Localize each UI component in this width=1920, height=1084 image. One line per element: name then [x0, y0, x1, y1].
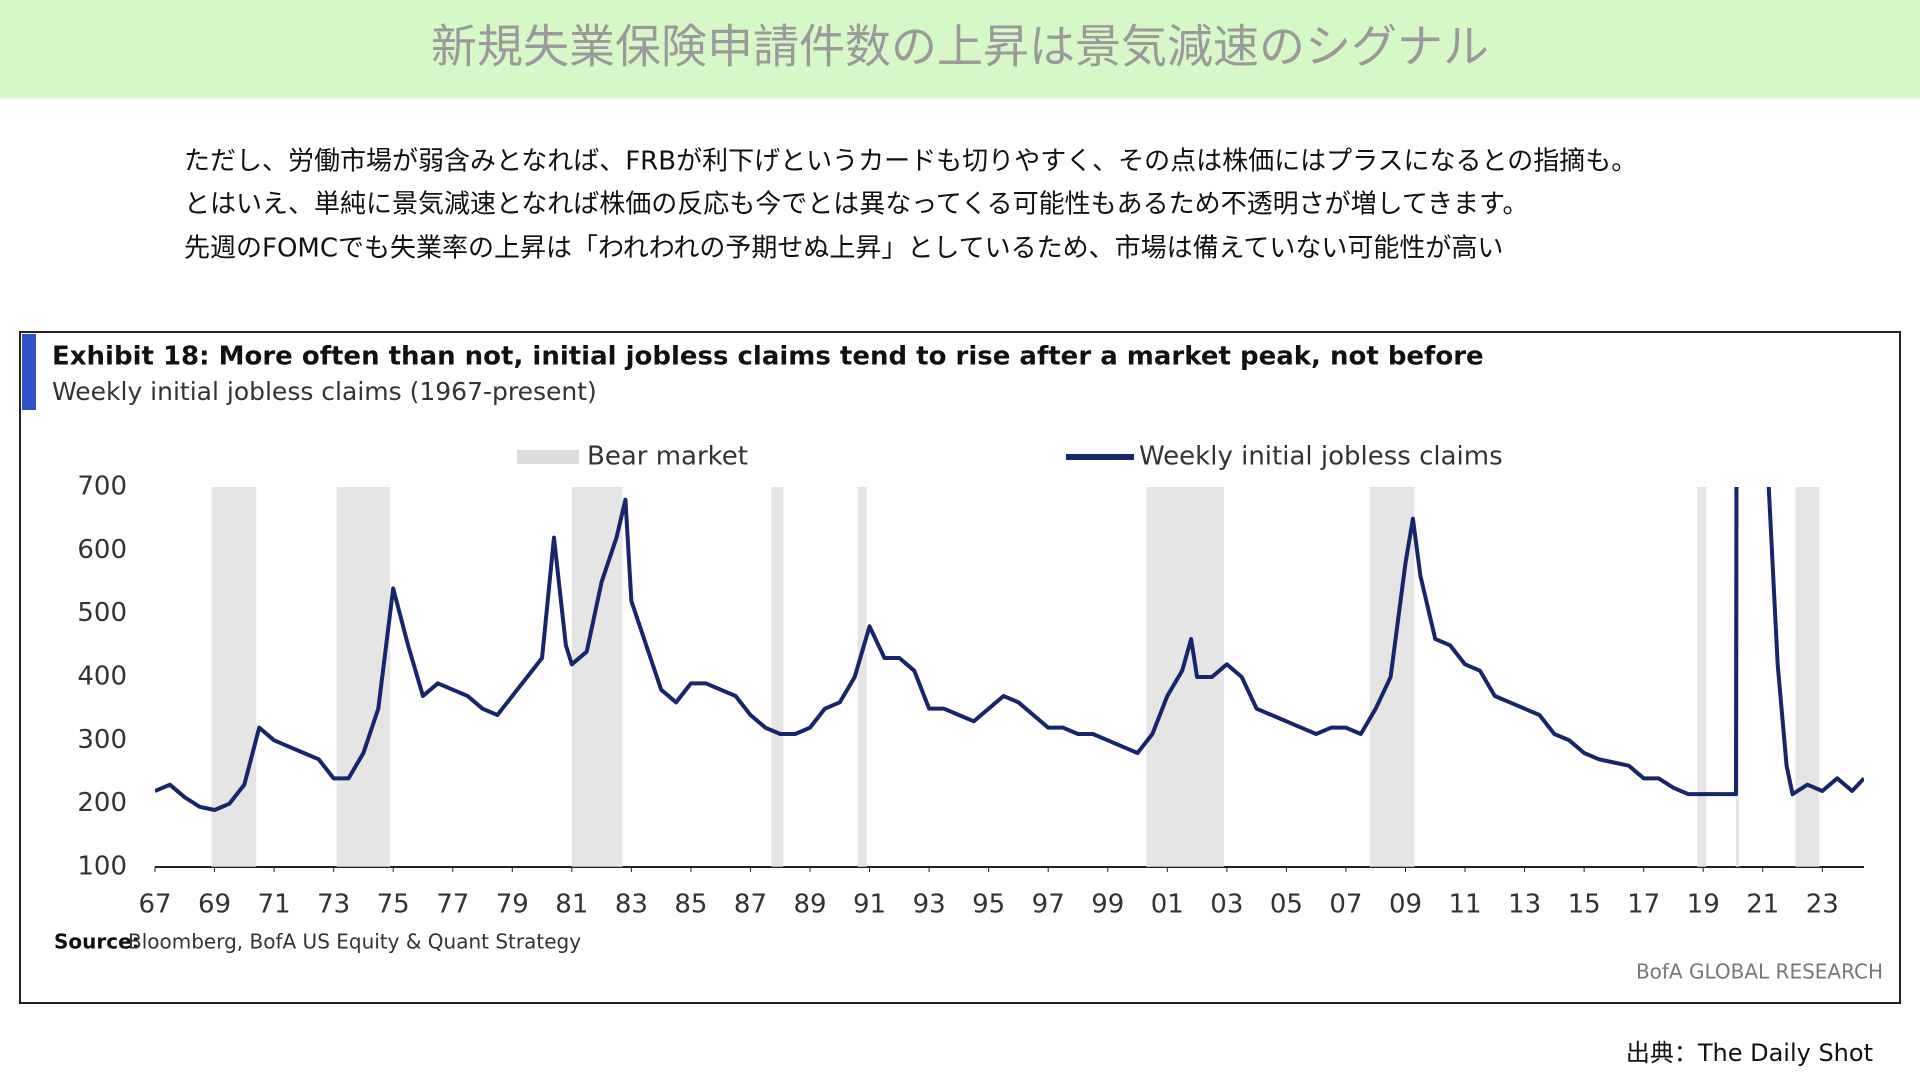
body-line: ただし、労働市場が弱含みとなれば、FRBが利下げというカードも切りやすく、その点… [184, 147, 1637, 177]
x-tick-label: 73 [317, 890, 350, 920]
x-tick-label: 23 [1806, 890, 1839, 920]
x-tick-label: 77 [436, 890, 469, 920]
y-tick-label: 500 [77, 598, 127, 628]
x-tick-label: 95 [972, 890, 1005, 920]
legend-label: Weekly initial jobless claims [1139, 442, 1503, 472]
y-tick-label: 400 [77, 662, 127, 692]
source: Bloomberg, BofA US Equity & Quant Strate… [128, 930, 581, 954]
x-tick-label: 83 [615, 890, 648, 920]
bear-market-band [211, 487, 257, 867]
source-label: Source: [54, 930, 140, 954]
header-title: 新規失業保険申請件数の上昇は景気減速のシグナル [431, 20, 1489, 74]
x-tick-label: 67 [138, 890, 171, 920]
chart-frame [19, 331, 1901, 1004]
x-tick-label: 03 [1210, 890, 1243, 920]
header-band [0, 0, 1920, 98]
y-tick-label: 100 [77, 852, 127, 882]
x-tick-label: 11 [1448, 890, 1481, 920]
x-tick-label: 75 [377, 890, 410, 920]
x-tick-label: 89 [793, 890, 826, 920]
x-tick-label: 79 [496, 890, 529, 920]
body-line: 先週のFOMCでも失業率の上昇は「われわれの予期せぬ上昇」としているため、市場は… [184, 234, 1503, 264]
x-tick-label: 91 [853, 890, 886, 920]
bear-market-band [1697, 487, 1707, 867]
accent-bar [22, 334, 36, 410]
y-tick-label: 300 [77, 725, 127, 755]
x-tick-label: 85 [674, 890, 707, 920]
x-tick-label: 93 [913, 890, 946, 920]
x-tick-label: 05 [1270, 890, 1303, 920]
x-tick-label: 97 [1032, 890, 1065, 920]
chart-title: Exhibit 18: More often than not, initial… [52, 342, 1484, 372]
x-tick-label: 71 [258, 890, 291, 920]
bear-market-band [857, 487, 867, 867]
chart-subtitle: Weekly initial jobless claims (1967-pres… [52, 377, 597, 406]
x-tick-label: 87 [734, 890, 767, 920]
branding: BofA GLOBAL RESEARCH [1636, 960, 1883, 984]
x-tick-label: 07 [1329, 890, 1362, 920]
y-tick-label: 200 [77, 788, 127, 818]
legend-swatch-bear [517, 450, 579, 464]
x-tick-label: 17 [1627, 890, 1660, 920]
y-tick-label: 700 [77, 472, 127, 502]
legend-label: Bear market [587, 442, 748, 472]
footer-credit: 出典：The Daily Shot [1626, 1039, 1873, 1067]
body-line: とはいえ、単純に景気減速となれば株価の反応も今でとは異なってくる可能性もあるため… [184, 190, 1528, 220]
x-tick-label: 09 [1389, 890, 1422, 920]
bear-market-band [771, 487, 784, 867]
bear-market-band [1795, 487, 1820, 867]
y-tick-label: 600 [77, 535, 127, 565]
x-tick-label: 81 [555, 890, 588, 920]
x-tick-label: 15 [1568, 890, 1601, 920]
x-tick-label: 19 [1687, 890, 1720, 920]
x-tick-label: 69 [198, 890, 231, 920]
x-tick-label: 01 [1151, 890, 1184, 920]
x-tick-label: 21 [1746, 890, 1779, 920]
x-tick-label: 99 [1091, 890, 1124, 920]
claims-line [155, 487, 1864, 812]
x-tick-label: 13 [1508, 890, 1541, 920]
